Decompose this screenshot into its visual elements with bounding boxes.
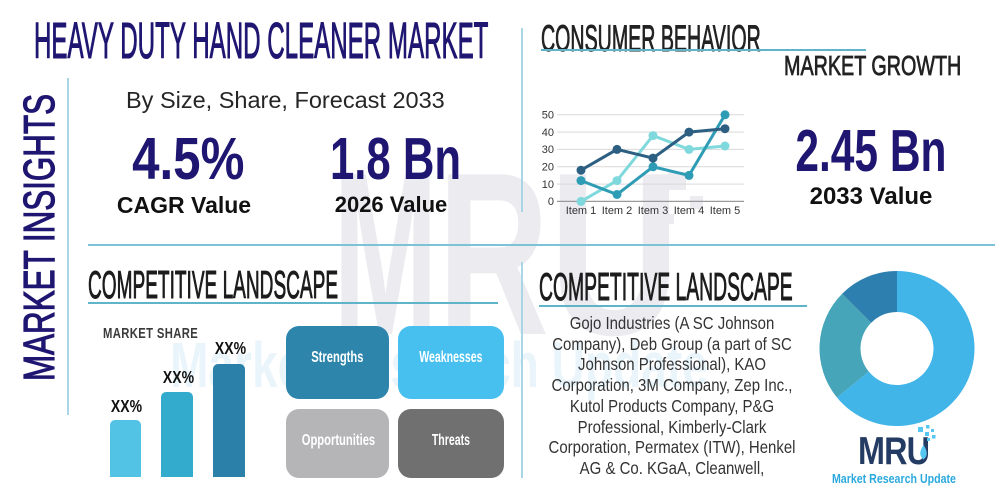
- svg-text:30: 30: [542, 144, 554, 156]
- svg-text:Item 5: Item 5: [710, 205, 741, 217]
- svg-text:Item 1: Item 1: [566, 205, 597, 217]
- svg-text:40: 40: [542, 127, 554, 139]
- svg-text:10: 10: [542, 179, 554, 191]
- svg-text:Item 2: Item 2: [602, 205, 633, 217]
- svg-text:0: 0: [548, 196, 554, 208]
- svg-text:20: 20: [542, 162, 554, 174]
- svg-text:Item 3: Item 3: [638, 205, 669, 217]
- svg-text:50: 50: [542, 110, 554, 122]
- svg-text:Item 4: Item 4: [674, 205, 705, 217]
